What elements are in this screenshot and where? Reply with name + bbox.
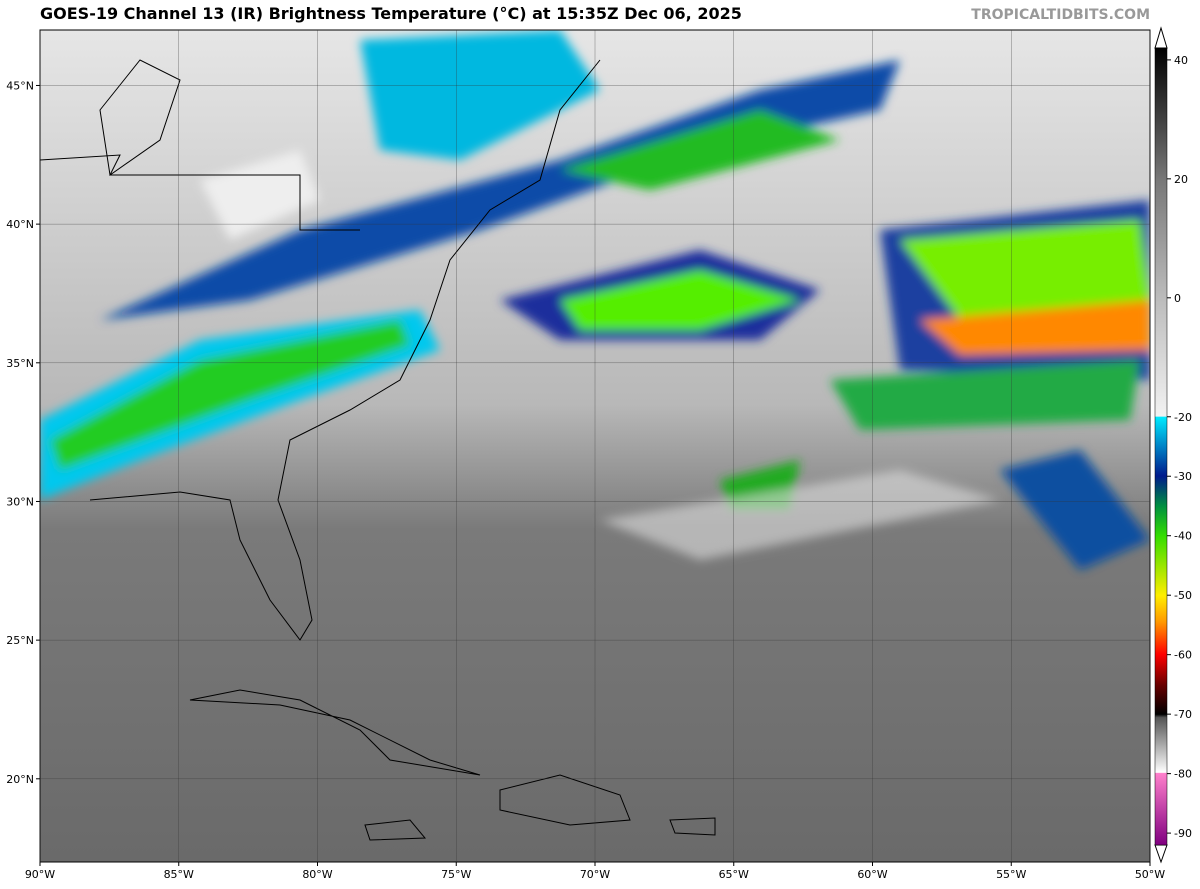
- title: GOES-19 Channel 13 (IR) Brightness Tempe…: [40, 4, 742, 23]
- colorbar-label: 20: [1174, 173, 1188, 186]
- colorbar-label: -70: [1174, 708, 1192, 721]
- lon-label: 70°W: [580, 868, 610, 881]
- lon-label: 80°W: [302, 868, 332, 881]
- source: TROPICALTIDBITS.COM: [971, 7, 1150, 23]
- colorbar-label: 0: [1174, 292, 1181, 305]
- colorbar-label: -90: [1174, 827, 1192, 840]
- colorbar-label: -80: [1174, 768, 1192, 781]
- lon-label: 50°W: [1135, 868, 1165, 881]
- coastlines: [40, 59, 716, 841]
- colorbar-label: 40: [1174, 54, 1188, 67]
- lon-label: 55°W: [996, 868, 1026, 881]
- lat-label: 45°N: [6, 79, 34, 92]
- lat-label: 20°N: [6, 773, 34, 786]
- lon-label: 60°W: [857, 868, 887, 881]
- lat-label: 30°N: [6, 495, 34, 508]
- lon-label: 85°W: [164, 868, 194, 881]
- colorbar-label: -40: [1174, 530, 1192, 543]
- colorbar-label: -30: [1174, 470, 1192, 483]
- lat-label: 40°N: [6, 218, 34, 231]
- colorbar-label: -60: [1174, 649, 1192, 662]
- colorbar-label: -50: [1174, 589, 1192, 602]
- lon-label: 75°W: [441, 868, 471, 881]
- lon-label: 90°W: [25, 868, 55, 881]
- lat-label: 35°N: [6, 357, 34, 370]
- colorbar: [1154, 47, 1168, 846]
- colorbar-label: -20: [1174, 411, 1192, 424]
- lat-label: 25°N: [6, 634, 34, 647]
- lon-label: 65°W: [719, 868, 749, 881]
